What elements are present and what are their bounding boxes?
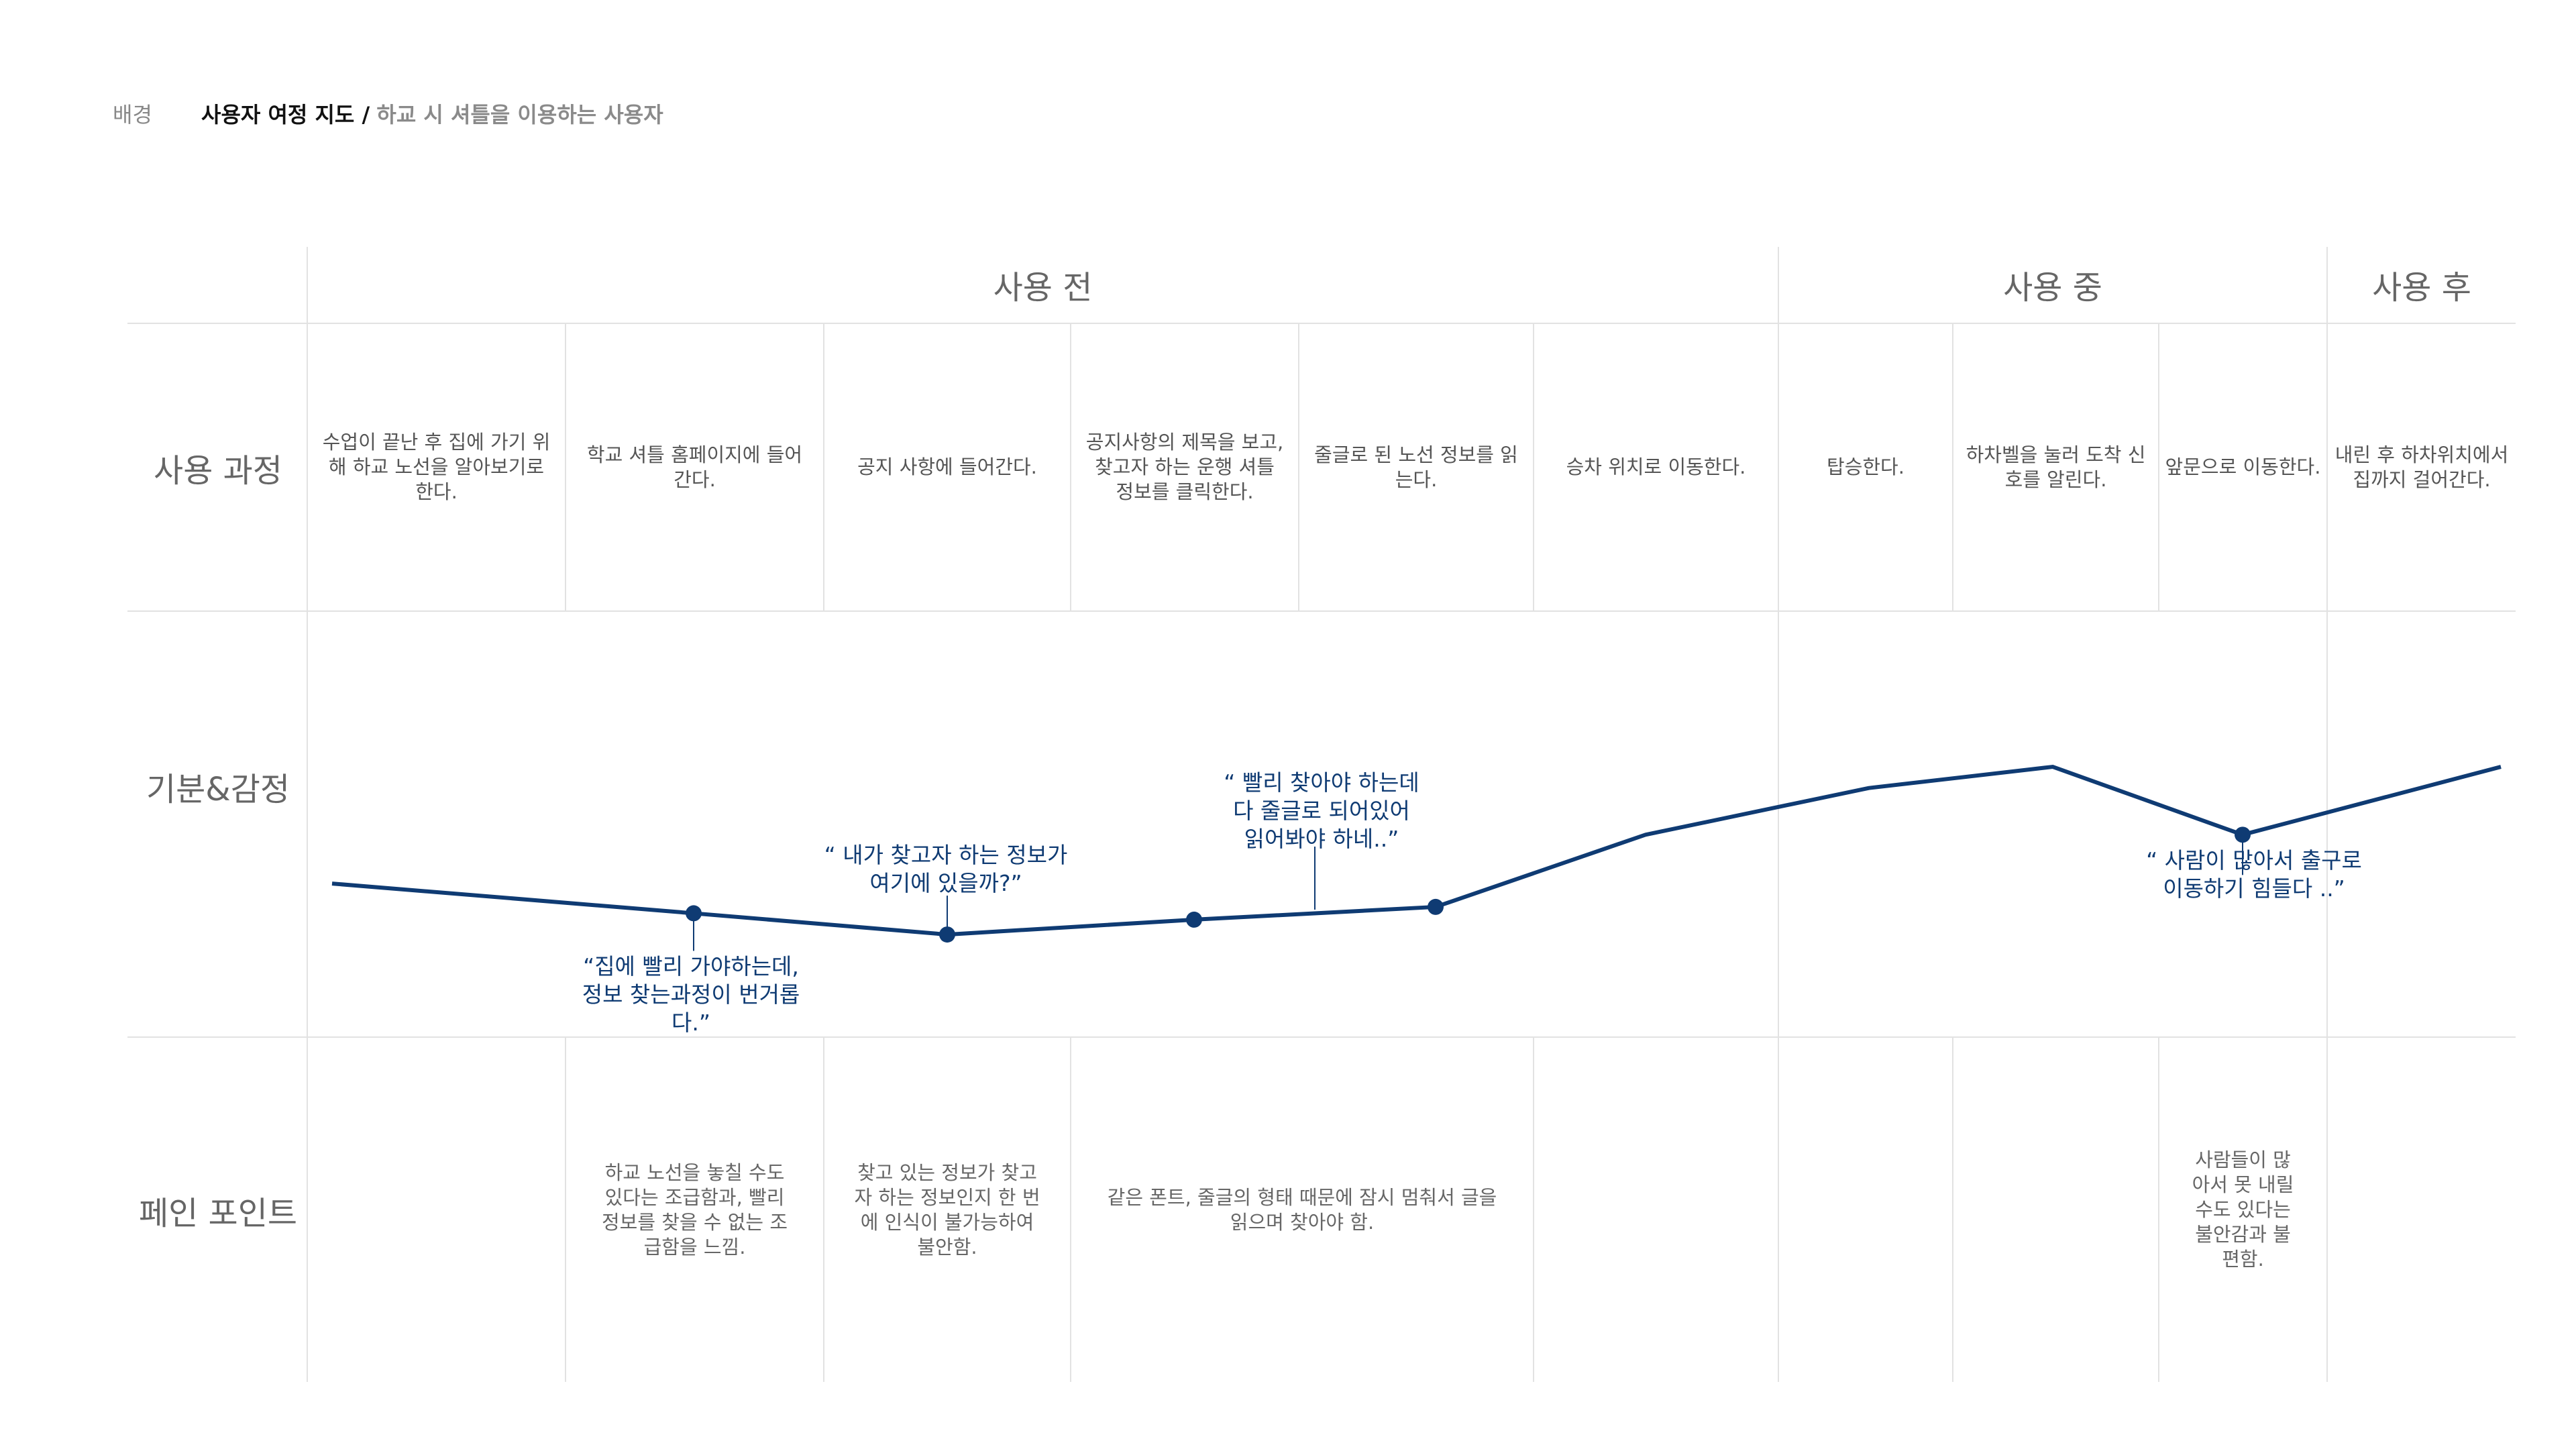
grid-line-pain [823,1036,824,1382]
emotion-point [1186,911,1202,928]
grid-line-step [1298,323,1299,611]
emotion-series-line [331,765,2502,937]
grid-line-step [1070,323,1071,611]
grid-line-step [823,323,824,611]
grid-line-pain [565,1036,566,1382]
grid-line-phase-bottom [127,323,2516,324]
grid-line-pain [1070,1036,1071,1382]
grid-line-pain [2158,1036,2159,1382]
quote-bubble: “ 사람이 많아서 출구로 이동하기 힘들다 ..” [2146,847,2362,902]
pain-point-cell: 찾고 있는 정보가 찾고자 하는 정보인지 한 번에 인식이 불가능하여 불안함… [854,1161,1040,1258]
row-label-emotion: 기분&감정 [146,771,290,808]
emotion-point [1428,898,1444,915]
emotion-point [2235,826,2251,843]
page-title: 사용자 여정 지도 / [201,102,370,127]
step-cell: 수업이 끝난 후 집에 가기 위해 하교 노선을 알아보기로 한다. [322,431,551,503]
grid-line-step [565,323,566,611]
grid-line-phase-split-1 [1778,247,1779,1382]
pain-point-cell: 사람들이 많아서 못 내릴 수도 있다는 불안감과 불편함. [2192,1148,2294,1271]
step-cell: 하차벨을 눌러 도착 신호를 알린다. [1966,443,2146,491]
row-label-pain: 페인 포인트 [138,1194,298,1232]
grid-line-step [2158,323,2159,611]
phase-after: 사용 후 [2372,269,2471,307]
grid-line-emotion-bottom [127,1036,2516,1038]
step-cell: 승차 위치로 이동한다. [1566,455,1746,478]
grid-line-pain [1533,1036,1534,1382]
page-header: 배경 사용자 여정 지도 / 하교 시 셔틀을 이용하는 사용자 [113,98,663,131]
grid-line-label-column [307,247,308,1382]
step-cell: 공지사항의 제목을 보고, 찾고자 하는 운행 셔틀 정보를 클릭한다. [1085,431,1284,503]
quote-bubble: “ 내가 찾고자 하는 정보가 여기에 있을까?” [824,842,1068,896]
grid-line-step [1533,323,1534,611]
grid-line-process-bottom [127,610,2516,612]
step-cell: 학교 셔틀 홈페이지에 들어간다. [586,443,803,491]
emotion-point [686,905,702,922]
page-subtitle: 하교 시 셔틀을 이용하는 사용자 [376,102,663,127]
phase-during: 사용 중 [2003,269,2102,307]
row-label-process: 사용 과정 [154,451,282,490]
emotion-point [939,926,955,943]
step-cell: 내린 후 하차위치에서 집까지 걸어간다. [2334,443,2509,491]
quote-bubble: “집에 빨리 가야하는데, 정보 찾는과정이 번거롭 다.” [582,953,800,1036]
step-cell: 줄글로 된 노선 정보를 읽는다. [1314,443,1518,491]
pain-point-cell: 하교 노선을 놓칠 수도 있다는 조급함과, 빨리 정보를 찾을 수 없는 조급… [602,1161,788,1258]
quote-bubble: “ 빨리 찾아야 하는데 다 줄글로 되어있어 읽어봐야 하네..” [1224,769,1419,852]
section-label: 배경 [113,102,152,127]
grid-line-step [1952,323,1953,611]
step-cell: 앞문으로 이동한다. [2165,455,2321,478]
grid-line-pain [1952,1036,1953,1382]
step-cell: 탑승한다. [1827,455,1904,478]
pain-point-cell: 같은 폰트, 줄글의 형태 때문에 잠시 멈춰서 글을 읽으며 찾아야 함. [1107,1185,1497,1234]
phase-before: 사용 전 [993,269,1093,307]
step-cell: 공지 사항에 들어간다. [857,455,1037,478]
